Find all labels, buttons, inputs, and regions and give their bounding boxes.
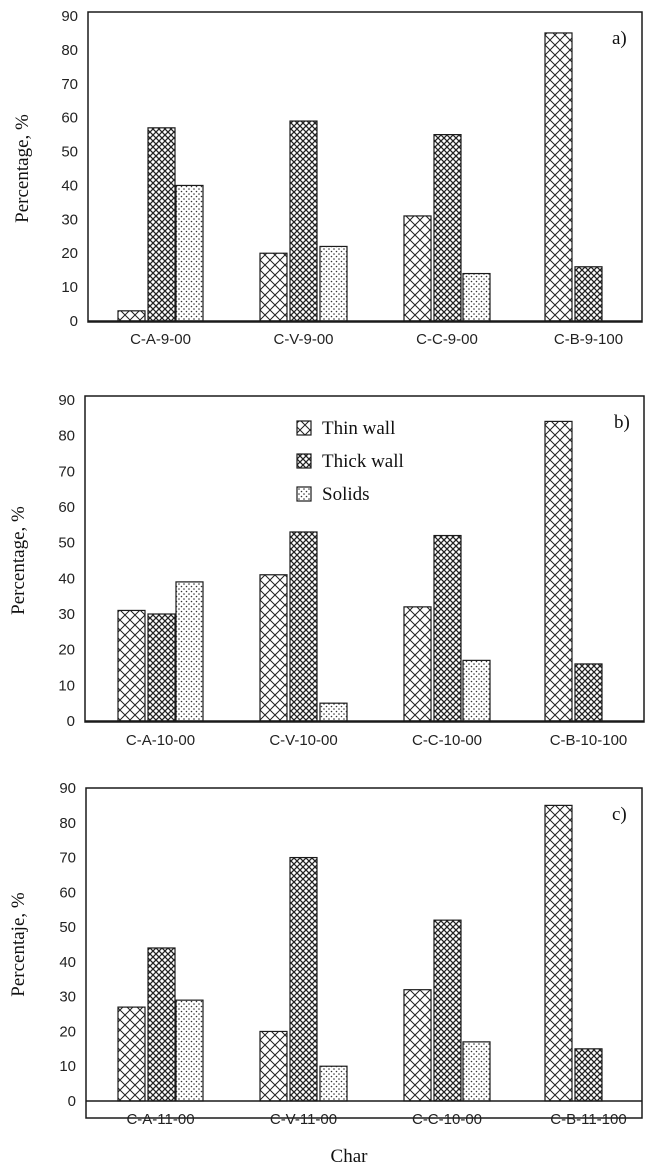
bar-crosshatch-1 <box>117 310 146 322</box>
bar-dots-2 <box>319 245 348 322</box>
panel-label: c) <box>612 804 627 825</box>
y-tick-label: 30 <box>58 606 75 623</box>
bar-dots-3 <box>462 659 491 722</box>
y-tick-label: 60 <box>61 110 78 127</box>
bar-dense-2 <box>289 531 318 722</box>
bar-dense-2 <box>289 120 318 322</box>
bar-dots-3 <box>462 1041 491 1102</box>
bar-crosshatch-2 <box>259 252 288 322</box>
bar-dense-3 <box>433 134 462 322</box>
plot-frame <box>84 395 645 723</box>
y-tick-label: 60 <box>59 884 76 901</box>
bar-dense-3 <box>433 534 462 722</box>
y-tick-label: 20 <box>58 642 75 659</box>
x-tick-label: C-C-10-00 <box>412 1111 482 1128</box>
y-tick-label: 80 <box>59 815 76 832</box>
y-tick-label: 80 <box>58 428 75 445</box>
y-tick-label: 10 <box>58 677 75 694</box>
x-tick-label: C-V-9-00 <box>273 331 333 348</box>
bar-dots-3 <box>462 272 491 322</box>
y-tick-label: 60 <box>58 499 75 516</box>
bar-crosshatch-2 <box>259 1030 288 1102</box>
y-tick-label: 90 <box>59 780 76 797</box>
x-tick-label: C-B-10-100 <box>550 732 628 749</box>
chart-panel-2: 0 10 20 30 40 50 60 70 80 90 Percentage, % b) C-A-10… <box>8 392 645 749</box>
x-tick-label: C-A-11-00 <box>126 1111 194 1128</box>
bar-dots-1 <box>175 581 204 722</box>
y-tick-label: 90 <box>58 392 75 409</box>
bar-dense-3 <box>433 919 462 1102</box>
bar-dense-2 <box>289 856 318 1102</box>
x-tick-label: C-C-9-00 <box>416 331 478 348</box>
legend-swatch-dots <box>296 486 312 502</box>
legend-swatch-crosshatch <box>296 420 312 436</box>
y-tick-label: 50 <box>59 919 76 936</box>
y-tick-label: 30 <box>61 211 78 228</box>
legend-entry: Thick wall <box>322 451 404 472</box>
bar-crosshatch-1 <box>117 609 146 722</box>
y-axis-label: Percentaje, % <box>8 892 29 997</box>
y-axis-label: Percentage, % <box>8 506 29 615</box>
y-tick-label: 40 <box>61 177 78 194</box>
y-tick-label: 10 <box>59 1058 76 1075</box>
bar-crosshatch-3 <box>403 606 432 722</box>
legend-entry: Thin wall <box>322 418 395 439</box>
plot-frame <box>87 11 643 323</box>
bar-dots-2 <box>319 1065 348 1102</box>
bar-dense-1 <box>147 127 176 322</box>
x-tick-label: C-B-11-100 <box>550 1111 626 1128</box>
y-tick-label: 50 <box>58 535 75 552</box>
bar-dense-4 <box>574 663 603 722</box>
y-tick-label: 30 <box>59 989 76 1006</box>
bar-dots-1 <box>175 184 204 322</box>
x-tick-label: C-A-10-00 <box>126 732 195 749</box>
y-tick-label: 70 <box>58 463 75 480</box>
x-tick-label: C-V-10-00 <box>269 732 337 749</box>
bar-dots-1 <box>175 999 204 1102</box>
x-tick-label: C-C-10-00 <box>412 732 482 749</box>
x-axis-label: Char <box>331 1146 369 1167</box>
legend: Thin wall Thick wall Solids <box>296 418 404 505</box>
y-tick-label: 70 <box>59 850 76 867</box>
bar-crosshatch-2 <box>259 574 288 722</box>
bar-crosshatch-1 <box>117 1006 146 1102</box>
x-tick-label: C-A-9-00 <box>130 331 191 348</box>
y-tick-label: 70 <box>61 76 78 93</box>
y-axis-label: Percentage, % <box>12 114 33 223</box>
y-tick-label: 90 <box>61 8 78 25</box>
chart-panel-3: 0 10 20 30 40 50 60 70 80 90 Percentaje, % c) C-A-11… <box>8 780 643 1128</box>
y-tick-label: 0 <box>70 313 78 330</box>
bar-dense-1 <box>147 613 176 722</box>
legend-swatch-dense <box>296 453 312 469</box>
y-tick-label: 80 <box>61 42 78 59</box>
chart-panel-1: 0 10 20 30 40 50 60 70 80 90 Percentage, % a) C-A-9-… <box>12 8 643 348</box>
x-tick-label: C-V-11-00 <box>270 1111 337 1128</box>
y-tick-label: 20 <box>59 1023 76 1040</box>
bar-crosshatch-3 <box>403 215 432 322</box>
y-tick-label: 40 <box>59 954 76 971</box>
legend-entry: Solids <box>322 484 370 505</box>
bar-dense-4 <box>574 266 603 322</box>
y-tick-label: 20 <box>61 245 78 262</box>
x-tick-label: C-B-9-100 <box>554 331 623 348</box>
bar-dense-4 <box>574 1048 603 1102</box>
panel-label: b) <box>614 412 630 433</box>
y-tick-label: 0 <box>67 713 75 730</box>
plot-frame <box>85 787 643 1119</box>
y-tick-label: 0 <box>68 1093 76 1110</box>
bar-crosshatch-3 <box>403 989 432 1102</box>
y-tick-label: 50 <box>61 144 78 161</box>
bar-dots-2 <box>319 702 348 722</box>
y-tick-label: 40 <box>58 570 75 587</box>
bar-crosshatch-4 <box>544 804 573 1102</box>
bar-dense-1 <box>147 947 176 1102</box>
bar-crosshatch-4 <box>544 420 573 722</box>
panel-label: a) <box>612 28 627 49</box>
bar-crosshatch-4 <box>544 32 573 322</box>
y-tick-label: 10 <box>61 279 78 296</box>
